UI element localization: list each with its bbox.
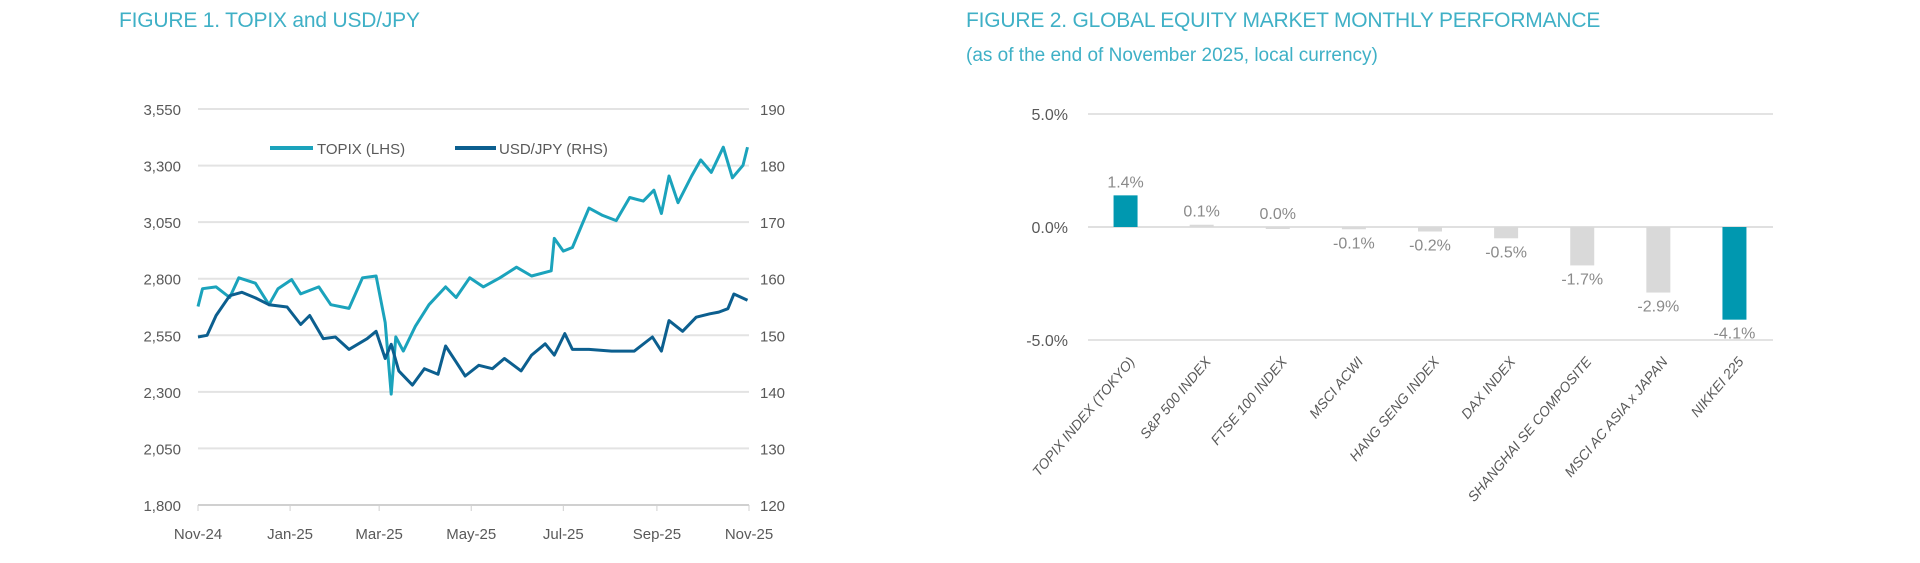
data-label: 1.4% [1107, 174, 1143, 191]
category-label: NIKKEI 225 [1687, 353, 1746, 419]
figure2-title: FIGURE 2. GLOBAL EQUITY MARKET MONTHLY P… [966, 9, 1601, 32]
y-right-tick-label: 170 [760, 215, 785, 232]
data-label: 0.1% [1183, 204, 1219, 221]
data-label: -0.1% [1333, 235, 1375, 252]
data-label: -0.2% [1409, 238, 1451, 255]
y-right-tick-label: 150 [760, 328, 785, 345]
data-label: 0.0% [1260, 206, 1296, 223]
y-left-tick-label: 3,300 [143, 159, 181, 176]
y-right-tick-label: 190 [760, 102, 785, 119]
y-right-tick-label: 160 [760, 272, 785, 289]
x-tick-label: Jan-25 [267, 526, 313, 543]
y-tick-label: -5.0% [1026, 333, 1068, 350]
x-tick-label: Sep-25 [633, 526, 681, 543]
x-tick-label: Mar-25 [355, 526, 403, 543]
category-label: S&P 500 INDEX [1137, 353, 1215, 441]
bar [1113, 195, 1138, 227]
y-left-tick-label: 2,800 [143, 272, 181, 289]
x-tick-label: Nov-25 [725, 526, 773, 543]
y-left-tick-label: 1,800 [143, 498, 181, 515]
figure1-title: FIGURE 1. TOPIX and USD/JPY [119, 9, 420, 32]
y-left-tick-label: 2,550 [143, 328, 181, 345]
bar [1494, 227, 1519, 239]
x-tick-label: Jul-25 [543, 526, 584, 543]
usdjpy-line [197, 290, 749, 387]
y-left-tick-label: 2,300 [143, 385, 181, 402]
data-label: -1.7% [1561, 271, 1603, 288]
y-right-tick-label: 120 [760, 498, 785, 515]
bar [1722, 227, 1747, 320]
y-left-tick-label: 3,050 [143, 215, 181, 232]
x-tick-label: Nov-24 [174, 526, 222, 543]
data-label: -0.5% [1485, 244, 1527, 261]
category-label: TOPIX INDEX (TOKYO) [1029, 354, 1138, 480]
y-right-tick-label: 130 [760, 441, 785, 458]
y-left-tick-label: 2,050 [143, 441, 181, 458]
bar [1570, 227, 1595, 266]
data-label: -2.9% [1637, 299, 1679, 316]
category-label: DAX INDEX [1458, 353, 1519, 422]
legend-label: TOPIX (LHS) [317, 141, 405, 158]
bar [1265, 227, 1290, 229]
bar [1189, 224, 1214, 227]
y-tick-label: 0.0% [1032, 220, 1068, 237]
y-right-tick-label: 140 [760, 385, 785, 402]
bar [1418, 227, 1442, 232]
data-label: -4.1% [1714, 326, 1756, 343]
category-label: SHANGHAI SE COMPOSITE [1464, 353, 1595, 504]
y-tick-label: 5.0% [1032, 107, 1068, 124]
legend-label: USD/JPY (RHS) [499, 141, 608, 158]
figure2-subtitle: (as of the end of November 2025, local c… [966, 45, 1378, 66]
category-label: MSCI ACWI [1306, 354, 1366, 422]
category-label: FTSE 100 INDEX [1207, 353, 1290, 448]
bar [1341, 227, 1366, 230]
x-tick-label: May-25 [446, 526, 496, 543]
topix-line [196, 145, 749, 396]
y-right-tick-label: 180 [760, 159, 785, 176]
bar [1646, 227, 1671, 293]
y-left-tick-label: 3,550 [143, 102, 181, 119]
